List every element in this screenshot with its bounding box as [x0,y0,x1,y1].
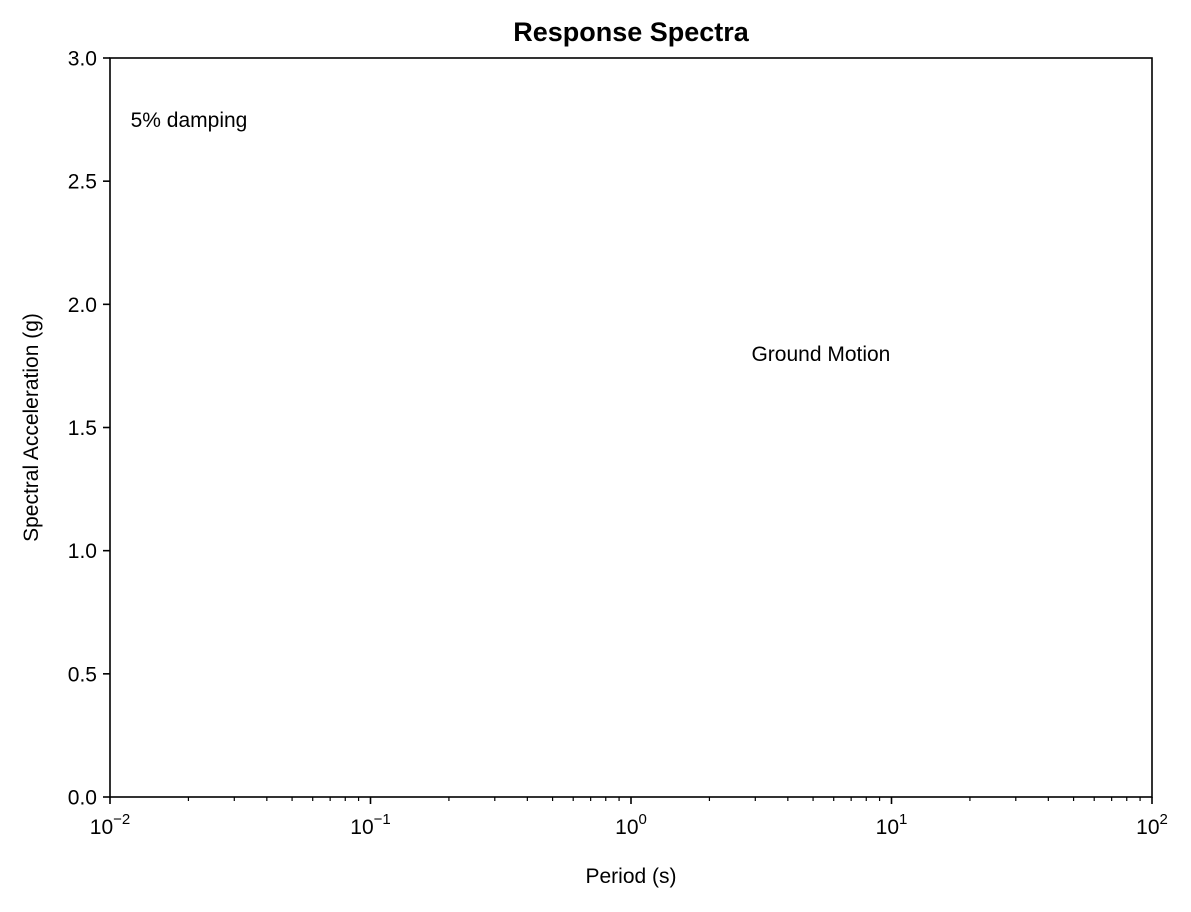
y-tick-label: 1.0 [68,540,97,563]
annotations-layer: 5% damping Ground Motion [131,109,891,366]
ticks-layer: 0.0 0.5 1.0 1.5 2.0 2.5 3.0 10−2 10−1 100 101 102 [68,48,1168,840]
plot-area [110,58,1152,797]
annotation-label: Ground Motion [751,343,890,366]
y-tick-label: 2.0 [68,294,97,317]
x-tick-label: 10−2 [90,811,130,839]
y-tick-label: 0.5 [68,663,97,686]
y-tick-label: 2.5 [68,171,97,194]
plot-frame [109,57,1153,798]
annotation-label: 5% damping [131,109,248,132]
x-tick-label: 10−1 [350,811,390,839]
y-tick-label: 0.0 [68,787,97,810]
y-tick-label: 3.0 [68,48,97,71]
x-tick-label: 100 [615,811,647,839]
y-tick-label: 1.5 [68,417,97,440]
x-tick-label: 102 [1136,811,1168,839]
plot-background [110,58,1152,797]
chart-title: Response Spectra [513,17,750,47]
x-tick-label: 101 [876,811,908,839]
y-axis-label: Spectral Acceleration (g) [20,313,43,542]
x-axis-label: Period (s) [585,865,676,888]
